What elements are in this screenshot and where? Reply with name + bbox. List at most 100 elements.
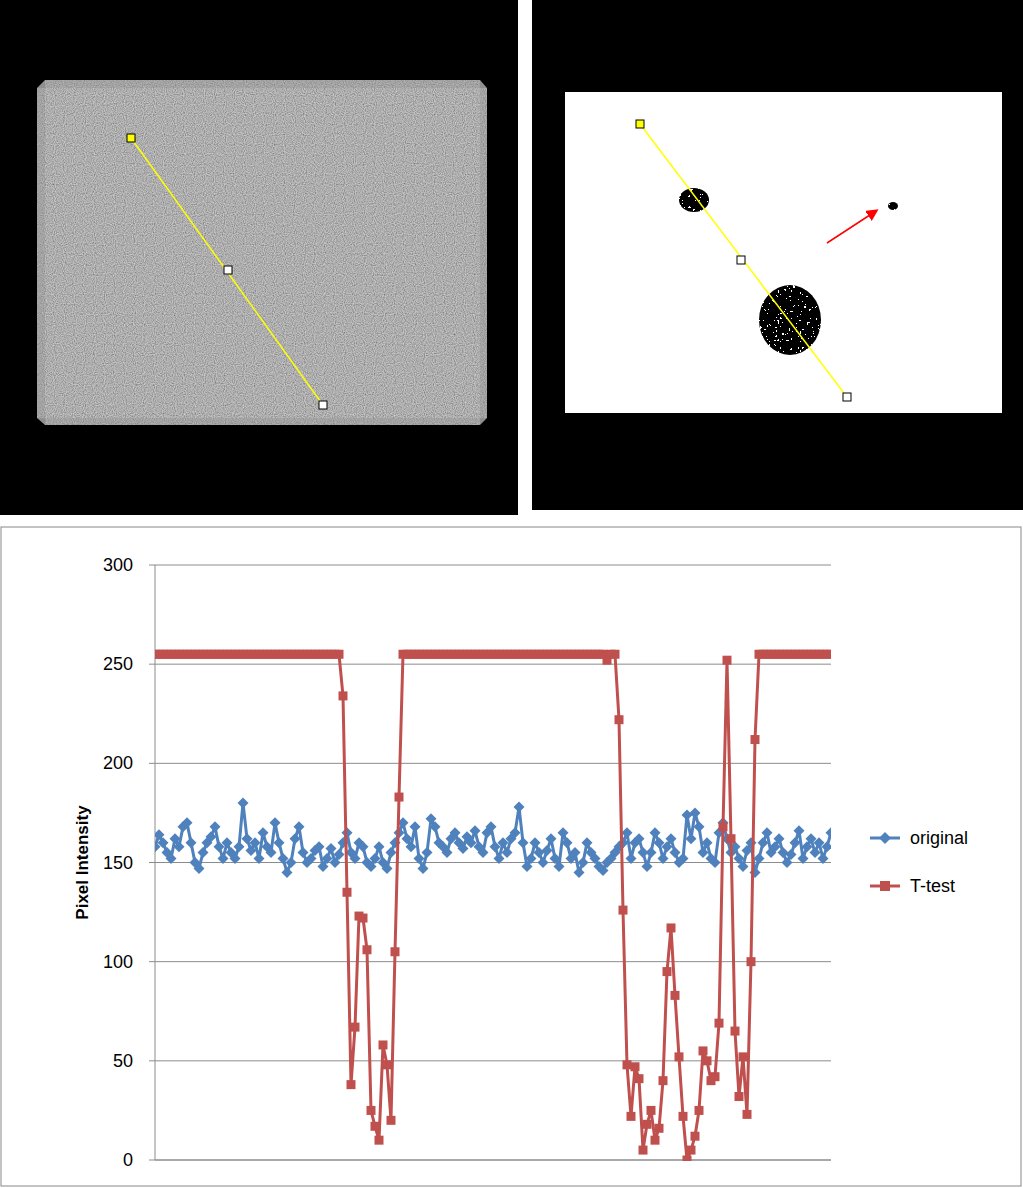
pointer-arrow — [827, 211, 876, 243]
t-test-image-panel — [532, 0, 1023, 510]
series — [155, 650, 831, 1161]
data-point — [418, 863, 429, 874]
tick-label: 200 — [103, 753, 133, 773]
data-point — [367, 1106, 376, 1115]
data-point — [735, 1092, 744, 1101]
data-point — [739, 1052, 748, 1061]
data-point — [683, 1156, 692, 1162]
data-point — [698, 847, 709, 858]
data-point — [326, 843, 337, 854]
data-point — [634, 833, 645, 844]
series-line — [155, 654, 831, 1160]
data-point — [623, 1060, 632, 1069]
legend-label: T-test — [910, 876, 955, 896]
data-point — [270, 817, 281, 828]
data-point — [238, 798, 249, 809]
data-point — [578, 857, 589, 868]
data-point — [166, 853, 177, 864]
legend-entry: T-test — [870, 876, 955, 896]
data-point — [818, 853, 829, 864]
data-point — [206, 831, 217, 842]
data-point — [334, 849, 345, 860]
data-point — [371, 1122, 380, 1131]
data-point — [798, 853, 809, 864]
data-point — [530, 837, 541, 848]
data-point — [470, 825, 481, 836]
tick-label: 150 — [103, 853, 133, 873]
data-point — [703, 1056, 712, 1065]
data-point — [667, 923, 676, 932]
data-point — [687, 1146, 696, 1155]
grid-line — [155, 1160, 831, 1161]
data-point — [514, 801, 525, 812]
plot-area — [155, 650, 831, 1161]
data-point — [386, 847, 397, 858]
x-axis-line — [155, 1160, 831, 1161]
data-point — [711, 1072, 720, 1081]
tick-label: 0 — [123, 1150, 133, 1170]
data-point — [210, 821, 221, 832]
data-point — [375, 1136, 384, 1145]
data-point — [622, 827, 633, 838]
line-handle — [737, 256, 745, 264]
data-point — [686, 833, 697, 844]
data-point — [194, 863, 205, 874]
blob-texture — [750, 280, 830, 360]
data-point — [430, 821, 441, 832]
data-point — [422, 847, 433, 858]
grid-line — [155, 862, 831, 863]
binary-image — [565, 92, 1002, 413]
data-point — [746, 837, 757, 848]
tick-mark — [149, 763, 155, 764]
data-point — [250, 837, 261, 848]
legend-entry: original — [870, 828, 968, 848]
data-point — [682, 809, 693, 820]
data-point — [222, 837, 233, 848]
chart: 050100150200250300Pixel Intensityorigina… — [73, 555, 968, 1170]
data-point — [731, 1027, 740, 1036]
tick-label: 100 — [103, 952, 133, 972]
tick-mark — [149, 1160, 155, 1161]
data-point — [643, 1120, 652, 1129]
legend-marker — [879, 832, 891, 844]
data-point — [359, 914, 368, 923]
profile-line — [640, 124, 847, 397]
data-point — [387, 1116, 396, 1125]
data-point — [758, 837, 769, 848]
data-point — [395, 793, 404, 802]
data-point — [827, 650, 832, 659]
tick-mark — [149, 664, 155, 665]
data-point — [538, 857, 549, 868]
data-point — [274, 837, 285, 848]
data-point — [723, 656, 732, 665]
data-point — [670, 847, 681, 858]
data-point — [719, 822, 728, 831]
data-point — [486, 821, 497, 832]
original-image-panel — [0, 0, 518, 515]
tick-label: 50 — [113, 1051, 133, 1071]
blob-texture — [670, 180, 720, 220]
data-point — [218, 853, 229, 864]
data-point — [351, 1023, 360, 1032]
data-point — [822, 841, 832, 852]
data-point — [615, 715, 624, 724]
data-point — [631, 1062, 640, 1071]
data-point — [383, 1060, 392, 1069]
detected-blob — [750, 280, 830, 360]
data-point — [663, 967, 672, 976]
chart-frame — [1, 527, 1021, 1186]
data-point — [570, 847, 581, 858]
detected-blob — [670, 180, 720, 220]
data-point — [671, 991, 680, 1000]
data-point — [314, 841, 325, 852]
data-point — [478, 847, 489, 858]
tick-mark — [149, 565, 155, 566]
data-point — [646, 847, 657, 858]
tick-label: 300 — [103, 555, 133, 575]
noise-image — [37, 80, 487, 425]
data-point — [679, 1112, 688, 1121]
data-point — [743, 1110, 752, 1119]
data-point — [826, 827, 832, 838]
line-handle — [224, 266, 232, 274]
data-point — [810, 847, 821, 858]
